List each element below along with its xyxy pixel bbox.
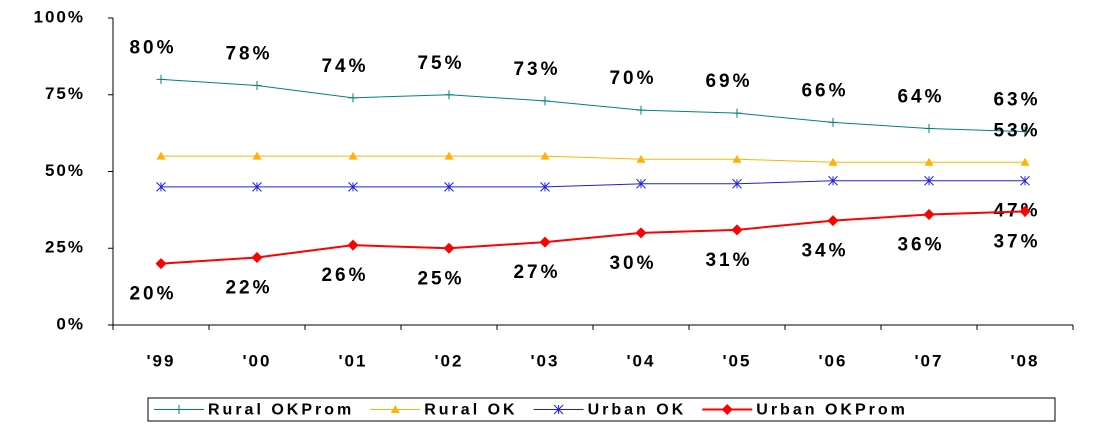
data-label: 74%: [321, 56, 368, 77]
marker: [636, 154, 646, 163]
marker: [443, 242, 455, 254]
y-tick-label: 100%: [34, 7, 85, 26]
data-label: 25%: [417, 268, 464, 289]
data-label: 30%: [609, 253, 656, 274]
x-tick-label: '03: [531, 351, 560, 370]
legend-label: Rural OKProm: [208, 402, 354, 419]
marker: [732, 154, 742, 163]
data-label: 66%: [801, 80, 848, 101]
data-label: 69%: [705, 71, 752, 92]
marker: [348, 151, 358, 160]
data-label: 78%: [225, 44, 272, 65]
data-label: 73%: [513, 59, 560, 80]
series-line: [160, 78, 1026, 133]
y-tick-label: 0%: [56, 314, 85, 333]
x-tick-label: '06: [819, 351, 848, 370]
marker: [1020, 175, 1030, 186]
series-line: [161, 180, 1025, 188]
data-label: 31%: [705, 250, 752, 271]
legend: Rural OKProm Rural OK Urban OK Urban OKProm: [147, 397, 1056, 422]
marker: [156, 151, 166, 160]
marker: [155, 258, 167, 270]
marker: [348, 93, 358, 103]
data-label: 26%: [321, 265, 368, 286]
marker: [174, 405, 184, 414]
y-tick-label: 25%: [45, 238, 85, 257]
data-label: 75%: [417, 53, 464, 74]
marker: [1019, 205, 1031, 217]
legend-label: Urban OKProm: [756, 402, 908, 419]
data-label: 37%: [993, 231, 1040, 252]
x-tick-label: '04: [627, 351, 656, 370]
marker: [156, 74, 166, 84]
marker: [828, 175, 838, 186]
marker: [923, 208, 935, 220]
legend-box: [147, 397, 1056, 422]
data-label: 22%: [225, 277, 272, 298]
data-label: 36%: [897, 234, 944, 255]
data-label: 63%: [993, 90, 1040, 111]
marker: [732, 108, 742, 118]
marker: [252, 181, 262, 192]
data-label: 20%: [129, 284, 176, 305]
marker: [924, 175, 934, 186]
marker: [636, 105, 646, 115]
x-tick-label: '01: [339, 351, 368, 370]
marker: [444, 151, 454, 160]
data-label: 27%: [513, 262, 560, 283]
data-label: 34%: [801, 241, 848, 262]
marker: [347, 239, 359, 251]
marker: [827, 215, 839, 227]
x-tick-label: '05: [723, 351, 752, 370]
marker: [444, 90, 454, 100]
marker: [1020, 127, 1030, 137]
data-label: 53%: [993, 120, 1040, 141]
marker: [540, 151, 550, 160]
y-tick-label: 50%: [45, 161, 85, 180]
data-label: 70%: [609, 68, 656, 89]
legend-label: Urban OK: [588, 402, 687, 419]
marker: [539, 236, 551, 248]
marker: [540, 96, 550, 106]
x-tick-label: '02: [435, 351, 464, 370]
marker: [444, 181, 454, 192]
x-tick-label: '00: [243, 351, 272, 370]
marker: [721, 404, 733, 415]
x-tick-label: '07: [915, 351, 944, 370]
marker: [540, 181, 550, 192]
marker: [251, 251, 263, 263]
marker: [252, 81, 262, 91]
marker: [731, 224, 743, 236]
marker: [1020, 157, 1030, 166]
marker: [636, 178, 646, 189]
marker: [553, 404, 564, 415]
marker: [732, 178, 742, 189]
marker: [924, 157, 934, 166]
marker: [348, 181, 358, 192]
legend-label: Rural OK: [424, 402, 517, 419]
data-label: 64%: [897, 87, 944, 108]
marker: [635, 227, 647, 239]
marker: [252, 151, 262, 160]
series-line: [160, 210, 1026, 265]
x-tick-label: '99: [147, 351, 176, 370]
marker: [390, 405, 400, 413]
marker: [156, 181, 166, 192]
y-tick-label: 75%: [45, 84, 85, 103]
marker: [828, 157, 838, 166]
series-line: [161, 155, 1025, 163]
x-tick-label: '08: [1011, 351, 1040, 370]
marker: [828, 117, 838, 127]
marker: [924, 124, 934, 134]
data-label: 80%: [129, 37, 176, 58]
